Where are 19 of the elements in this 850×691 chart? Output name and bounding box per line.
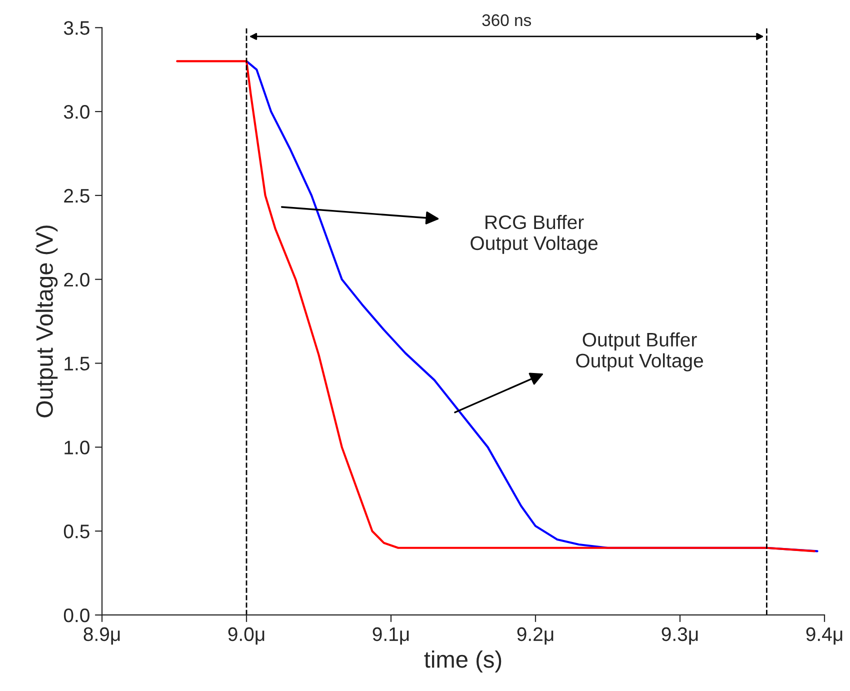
y-tick-label: 3.0 bbox=[64, 105, 90, 119]
y-axis-title: Output Voltage (V) bbox=[36, 226, 58, 418]
y-tick-label: 1.5 bbox=[64, 356, 90, 371]
x-tick-label: 9.4μ bbox=[806, 627, 842, 645]
y-tick-label: 0.0 bbox=[64, 608, 90, 622]
y-tick-label: 2.0 bbox=[64, 272, 90, 287]
annotation: RCG Buffer Output Voltage bbox=[470, 214, 598, 254]
y-tick-label: 0.5 bbox=[64, 524, 90, 538]
y-tick-label: 3.5 bbox=[64, 21, 90, 35]
x-tick-label: 9.3μ bbox=[662, 627, 698, 645]
x-tick-label: 9.2μ bbox=[517, 627, 554, 645]
y-tick-label: 2.5 bbox=[64, 188, 90, 203]
x-tick-label: 9.1μ bbox=[372, 627, 409, 645]
text: 360 ns bbox=[482, 14, 532, 26]
y-tick-label: 1.0 bbox=[64, 440, 90, 454]
x-tick-label: 9.0μ bbox=[228, 627, 264, 645]
annotation: Output Buffer Output Voltage bbox=[576, 332, 704, 372]
x-tick-label: 8.9μ bbox=[84, 627, 120, 645]
x-axis-title: time (s) bbox=[424, 650, 502, 672]
